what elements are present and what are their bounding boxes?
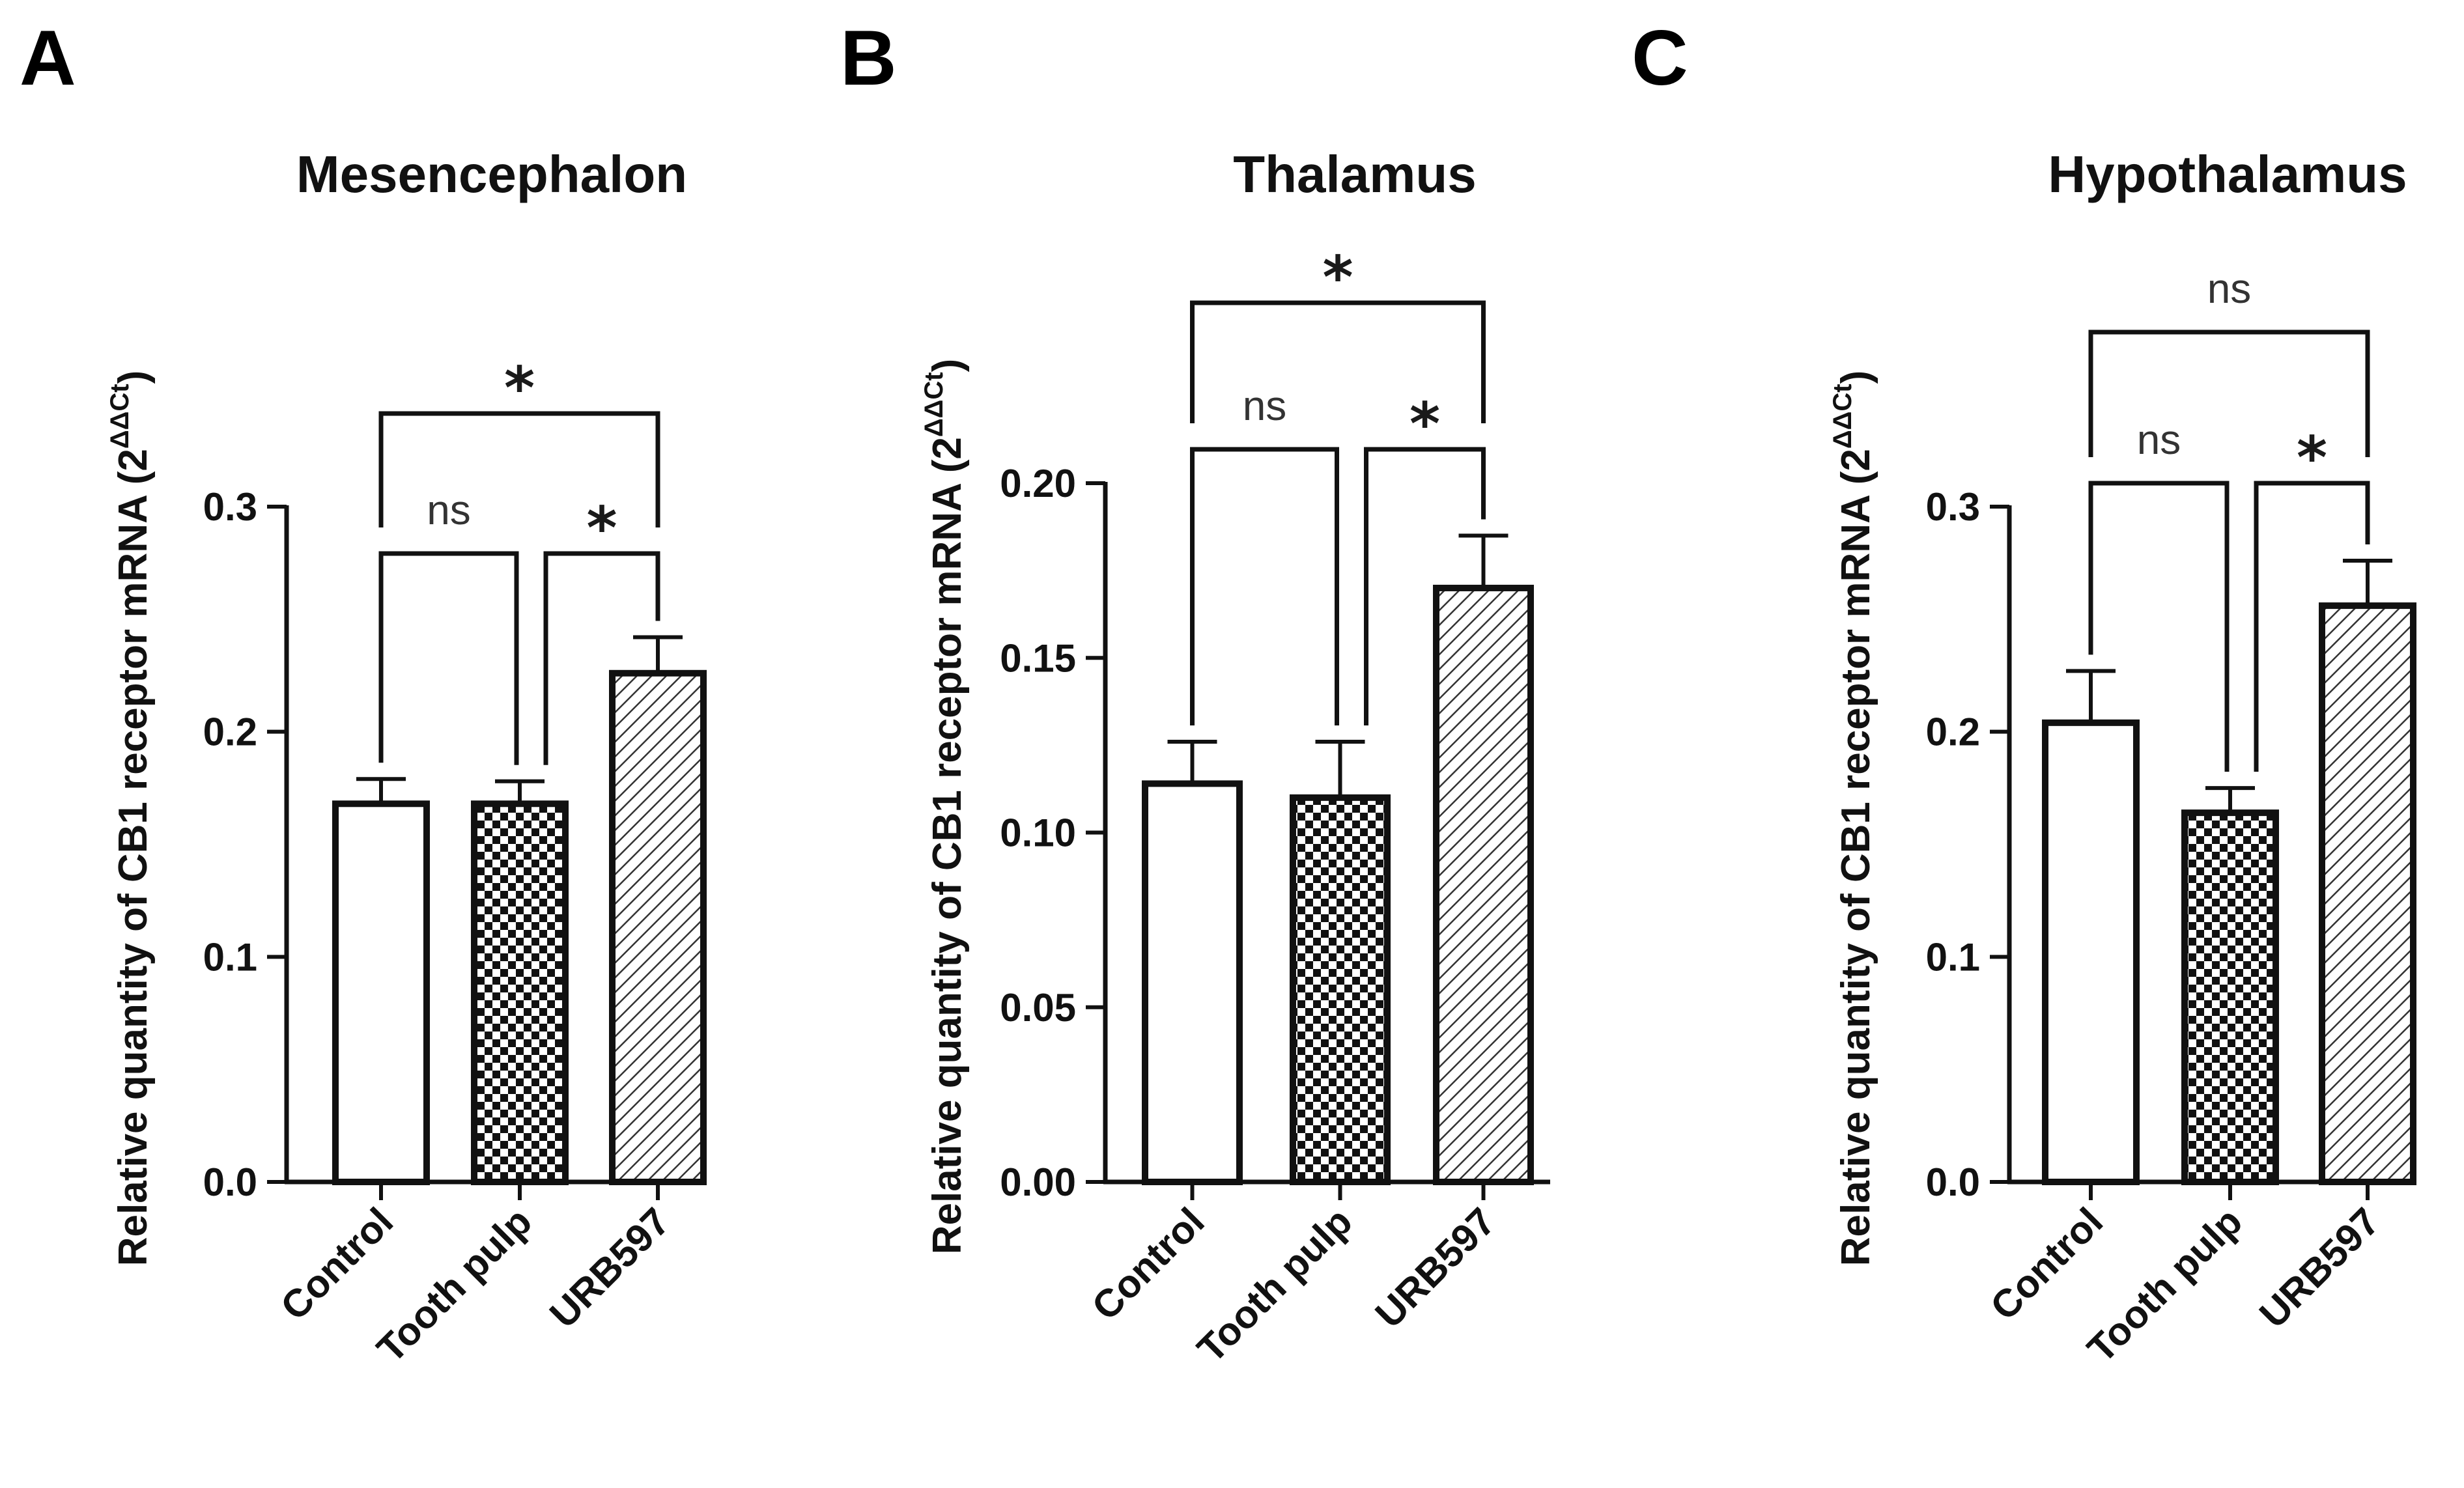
y-tick-label: 0.3 — [203, 485, 257, 529]
y-tick-label: 0.2 — [203, 710, 257, 754]
panel-letter: C — [1632, 14, 1688, 102]
significance-ns: ns — [1243, 382, 1287, 429]
y-axis-label: Relative quantity of CB1 receptor mRNA (… — [1828, 371, 1878, 1267]
y-axis-label: Relative quantity of CB1 receptor mRNA (… — [106, 371, 156, 1267]
y-tick-label: 0.0 — [1926, 1160, 1980, 1204]
chart-panel-a: A Mesencephalon Relative quantity of CB1 r… — [20, 14, 707, 1371]
y-tick-label: 0.1 — [203, 935, 257, 979]
significance-bracket — [1190, 300, 1486, 423]
y-tick-label: 0.10 — [1000, 811, 1076, 855]
x-tick-label: URB597 — [541, 1200, 678, 1336]
significance-ns: ns — [427, 486, 471, 533]
bar-urb597 — [609, 669, 707, 1185]
significance-ns: ns — [2137, 416, 2181, 463]
y-tick-label: 0.1 — [1926, 935, 1980, 979]
bar-urb597 — [1433, 584, 1534, 1185]
x-tick-label: Control — [272, 1200, 401, 1328]
significance-bracket — [378, 411, 660, 527]
significance-ns: ns — [2207, 265, 2252, 312]
bar-control — [332, 800, 430, 1185]
significance-bracket — [1190, 447, 1339, 726]
significance-star: * — [586, 494, 617, 563]
significance-star: * — [1409, 390, 1440, 458]
chart-title: Hypothalamus — [2048, 145, 2407, 203]
y-tick-label: 0.0 — [203, 1160, 257, 1204]
y-axis-label: Relative quantity of CB1 receptor mRNA (… — [920, 359, 970, 1255]
x-tick-label: URB597 — [1367, 1200, 1504, 1336]
y-tick-label: 0.05 — [1000, 986, 1076, 1030]
significance-bracket — [2254, 481, 2370, 772]
y-tick-label: 0.3 — [1926, 485, 1980, 529]
significance-star: * — [504, 354, 535, 423]
significance-bracket — [1364, 447, 1486, 726]
bar-urb597 — [2319, 602, 2416, 1185]
significance-bracket — [378, 551, 519, 765]
x-tick-label: Control — [1084, 1200, 1213, 1328]
y-tick-label: 0.15 — [1000, 636, 1076, 680]
chart-panel-c: C Hypothalamus Relative quantity of CB1 re… — [1632, 14, 2416, 1371]
panel-letter: A — [20, 14, 76, 102]
bar-control — [2042, 719, 2140, 1185]
bar-tooth-pulp — [471, 800, 569, 1185]
significance-bracket — [543, 551, 660, 765]
chart-title: Thalamus — [1233, 145, 1476, 203]
chart-panel-b: B Thalamus Relative quantity of CB1 recept… — [840, 14, 1550, 1371]
bar-tooth-pulp — [2181, 809, 2279, 1185]
bar-control — [1142, 780, 1243, 1185]
bar-tooth-pulp — [1290, 794, 1391, 1185]
x-tick-label: Control — [1982, 1200, 2111, 1328]
y-tick-label: 0.00 — [1000, 1160, 1076, 1204]
chart-title: Mesencephalon — [296, 145, 687, 203]
y-tick-label: 0.2 — [1926, 710, 1980, 754]
significance-bracket — [2088, 330, 2370, 457]
significance-bracket — [2088, 481, 2230, 772]
significance-star: * — [1322, 244, 1353, 312]
y-tick-label: 0.20 — [1000, 462, 1076, 505]
x-tick-label: URB597 — [2251, 1200, 2388, 1336]
panel-letter: B — [840, 14, 897, 102]
x-tick-label: Tooth pulp — [1189, 1200, 1360, 1371]
significance-star: * — [2297, 424, 2327, 492]
